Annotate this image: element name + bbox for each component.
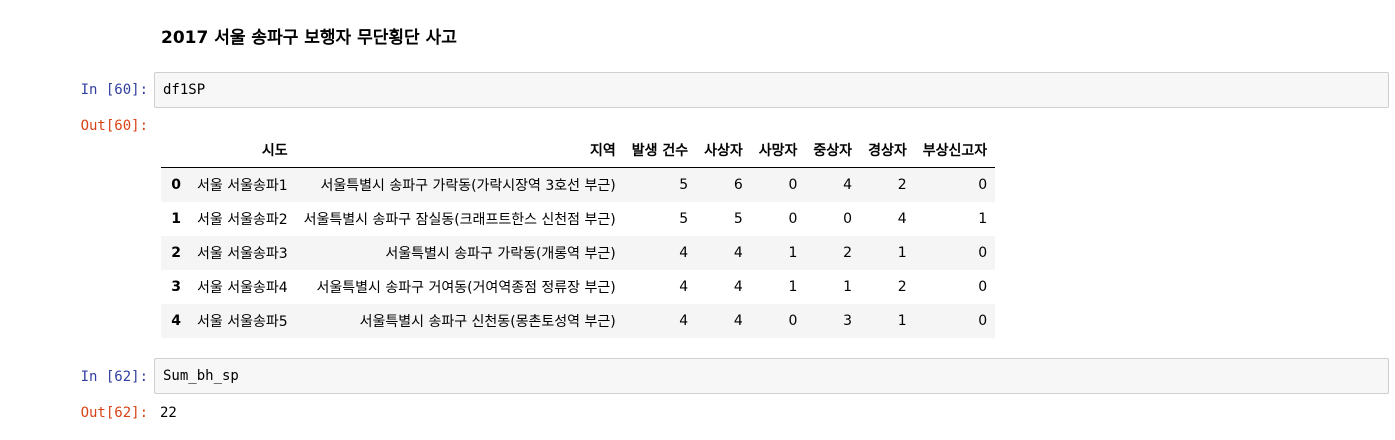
table-cell: 서울 서울송파5 (197, 314, 288, 330)
table-row: 3 서울 서울송파4 서울특별시 송파구 거여동(거여역종점 정류장 부근) 4… (161, 270, 996, 304)
column-header: 부상신고자 (914, 133, 996, 168)
column-header: 중상자 (805, 133, 861, 168)
table-cell: 0 (788, 313, 798, 329)
table-row: 2 서울 서울송파3 서울특별시 송파구 가락동(개롱역 부근) 4 4 1 2… (161, 236, 996, 270)
table-cell: 4 (679, 245, 689, 261)
table-cell: 0 (978, 313, 988, 329)
table-cell: 서울 서울송파1 (197, 178, 288, 194)
dataframe-table: 시도 지역 발생 건수 사상자 사망자 중상자 경상자 부상신고자 0 서울 서… (161, 133, 996, 338)
table-cell: 2 (843, 245, 853, 261)
input-prompt: In [60]: (80, 82, 148, 98)
row-index: 3 (171, 279, 181, 295)
table-cell: 2 (897, 279, 907, 295)
column-header: 사상자 (696, 133, 751, 168)
table-cell: 서울 서울송파3 (197, 246, 288, 262)
table-cell: 0 (978, 177, 988, 193)
table-cell: 4 (679, 313, 689, 329)
table-header-row: 시도 지역 발생 건수 사상자 사망자 중상자 경상자 부상신고자 (161, 133, 996, 168)
table-cell: 0 (978, 279, 988, 295)
table-cell: 5 (733, 211, 743, 227)
column-header: 지역 (295, 133, 624, 168)
table-cell: 0 (788, 177, 798, 193)
table-cell: 4 (843, 177, 853, 193)
row-index: 0 (171, 177, 181, 193)
code-text[interactable]: df1SP (163, 82, 206, 98)
table-row: 4 서울 서울송파5 서울특별시 송파구 신천동(몽촌토성역 부근) 4 4 0… (161, 304, 996, 338)
table-cell: 4 (733, 313, 743, 329)
table-row: 0 서울 서울송파1 서울특별시 송파구 가락동(가락시장역 3호선 부근) 5… (161, 167, 996, 202)
table-cell: 4 (733, 245, 743, 261)
input-prompt: In [62]: (80, 369, 148, 385)
markdown-heading: 2017 서울 송파구 보행자 무단횡단 사고 (161, 28, 457, 48)
output-prompt: Out[60]: (80, 118, 148, 134)
table-cell: 서울특별시 송파구 가락동(개롱역 부근) (385, 246, 616, 262)
code-text[interactable]: Sum_bh_sp (163, 368, 239, 384)
table-cell: 0 (788, 211, 798, 227)
column-header: 시도 (189, 133, 296, 168)
column-header: 사망자 (750, 133, 806, 168)
table-cell: 서울특별시 송파구 거여동(거여역종점 정류장 부근) (316, 280, 616, 296)
table-cell: 2 (897, 177, 907, 193)
table-cell: 5 (679, 211, 689, 227)
code-input-cell[interactable]: Sum_bh_sp (154, 358, 1389, 394)
table-row: 1 서울 서울송파2 서울특별시 송파구 잠실동(크래프트한스 신천점 부근) … (161, 202, 996, 236)
index-header (161, 133, 189, 168)
table-cell: 5 (679, 177, 689, 193)
column-header: 발생 건수 (623, 133, 697, 168)
table-cell: 1 (788, 245, 798, 261)
output-result: 22 (160, 405, 177, 421)
column-header: 경상자 (860, 133, 915, 168)
row-index: 4 (171, 313, 181, 329)
table-cell: 1 (788, 279, 798, 295)
table-cell: 서울특별시 송파구 가락동(가락시장역 3호선 부근) (320, 178, 616, 194)
table-cell: 1 (843, 279, 853, 295)
table-cell: 서울특별시 송파구 잠실동(크래프트한스 신천점 부근) (303, 212, 616, 228)
table-cell: 4 (733, 279, 743, 295)
row-index: 2 (171, 245, 181, 261)
table-cell: 3 (843, 313, 853, 329)
table-cell: 서울특별시 송파구 신천동(몽촌토성역 부근) (359, 314, 616, 330)
table-cell: 4 (679, 279, 689, 295)
row-index: 1 (171, 211, 181, 227)
table-cell: 1 (897, 313, 907, 329)
code-input-cell[interactable]: df1SP (154, 72, 1389, 108)
table-cell: 0 (978, 245, 988, 261)
table-cell: 6 (733, 177, 743, 193)
table-cell: 서울 서울송파4 (197, 280, 288, 296)
table-cell: 1 (978, 211, 988, 227)
table-cell: 0 (843, 211, 853, 227)
table-cell: 서울 서울송파2 (197, 212, 288, 228)
table-cell: 4 (897, 211, 907, 227)
table-cell: 1 (897, 245, 907, 261)
output-prompt: Out[62]: (80, 405, 148, 421)
